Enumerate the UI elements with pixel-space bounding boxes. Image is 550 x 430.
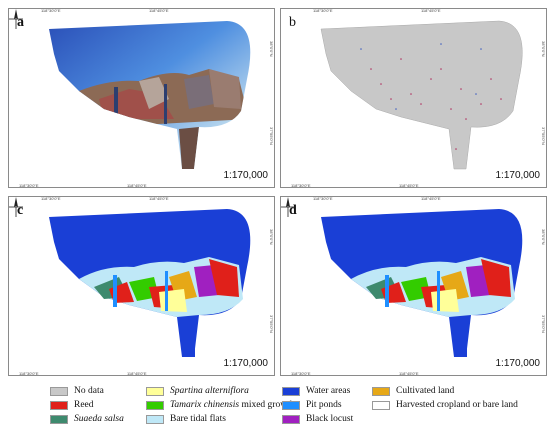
lon-tick: 118°30'0"E (19, 183, 39, 188)
legend-item: Suaeda salsa (50, 414, 124, 424)
legend-item: Tamarix chinensis mixed growth (146, 400, 294, 410)
lat-tick: 37°55'0"N (269, 127, 274, 145)
map-panel-c: c 1:170,000 118°30'0"E 118°45'0"E 118°30… (8, 196, 275, 376)
map-panel-b: b 1:170,000 118°30'0"E 118°45'0"E 118°30… (280, 8, 547, 188)
lon-tick: 118°30'0"E (19, 371, 39, 376)
legend-swatch (50, 386, 68, 396)
lon-tick: 118°45'0"E (127, 371, 147, 376)
panel-label: b (289, 15, 296, 30)
lat-tick: 37°55'0"N (269, 315, 274, 333)
lon-tick: 118°45'0"E (399, 371, 419, 376)
legend-swatch (372, 400, 390, 410)
lat-tick: 38°0'0"N (269, 229, 274, 245)
panel-label: d (289, 203, 297, 218)
legend-label: Tamarix chinensis (170, 400, 240, 410)
map-panel-d: d 1:170,000 118°30'0"E 118°45'0"E 118°30… (280, 196, 547, 376)
lon-tick: 118°45'0"E (149, 8, 169, 13)
legend-label: Black locust (306, 414, 354, 424)
legend-label: Bare tidal flats (170, 414, 226, 424)
lat-tick: 38°0'0"N (269, 41, 274, 57)
scale-label: 1:170,000 (495, 170, 541, 181)
legend-swatch (282, 400, 300, 410)
sample-points-map (320, 20, 523, 170)
legend-item: Spartina alterniflora (146, 386, 249, 396)
legend-label-suffix: mixed growth (239, 400, 295, 410)
lon-tick: 118°30'0"E (291, 371, 311, 376)
lon-tick: 118°30'0"E (291, 183, 311, 188)
legend-item: Water areas (282, 386, 350, 396)
legend-label: Reed (74, 400, 94, 410)
legend-label: Spartina alterniflora (170, 386, 249, 396)
north-arrow-icon (281, 197, 295, 217)
legend-swatch (146, 414, 164, 424)
lon-tick: 118°30'0"E (313, 196, 333, 201)
classification-map (49, 209, 251, 357)
lon-tick: 118°30'0"E (313, 8, 333, 13)
lat-tick: 38°0'0"N (541, 229, 546, 245)
classification-map (321, 209, 523, 357)
legend-label: No data (74, 386, 104, 396)
lon-tick: 118°45'0"E (127, 183, 147, 188)
lat-tick: 37°55'0"N (541, 127, 546, 145)
legend-swatch (282, 414, 300, 424)
lat-tick: 38°0'0"N (541, 41, 546, 57)
legend-swatch (50, 400, 68, 410)
legend-label: Pit ponds (306, 400, 342, 410)
legend-swatch (282, 386, 300, 396)
legend-label: Suaeda salsa (74, 414, 124, 424)
lon-tick: 118°45'0"E (421, 8, 441, 13)
legend-item: Pit ponds (282, 400, 342, 410)
north-arrow-icon (9, 9, 23, 29)
lat-tick: 37°55'0"N (541, 315, 546, 333)
legend-item: No data (50, 386, 104, 396)
legend-item: Black locust (282, 414, 353, 424)
legend-swatch (50, 414, 68, 424)
scale-label: 1:170,000 (223, 358, 269, 369)
lon-tick: 118°45'0"E (421, 196, 441, 201)
legend-label: Harvested cropland or bare land (396, 400, 518, 410)
lon-tick: 118°45'0"E (149, 196, 169, 201)
legend-label: Water areas (306, 386, 351, 396)
legend-item: Cultivated land (372, 386, 454, 396)
map-legend: No data Reed Suaeda salsa Spartina alter… (50, 386, 530, 428)
lon-tick: 118°45'0"E (399, 183, 419, 188)
legend-item: Harvested cropland or bare land (372, 400, 518, 410)
legend-swatch (146, 386, 164, 396)
north-arrow-icon (9, 197, 23, 217)
scale-label: 1:170,000 (223, 170, 269, 181)
legend-item: Reed (50, 400, 94, 410)
legend-swatch (146, 400, 164, 410)
lon-tick: 118°30'0"E (41, 8, 61, 13)
legend-swatch (372, 386, 390, 396)
satellite-map (49, 21, 251, 169)
legend-label: Cultivated land (396, 386, 455, 396)
panel-label: c (17, 203, 24, 218)
legend-item: Bare tidal flats (146, 414, 226, 424)
map-panel-a: a 1:170,000 118°30'0"E 118°45'0"E 118°30… (8, 8, 275, 188)
scale-label: 1:170,000 (495, 358, 541, 369)
panel-label: a (17, 15, 24, 30)
lon-tick: 118°30'0"E (41, 196, 61, 201)
